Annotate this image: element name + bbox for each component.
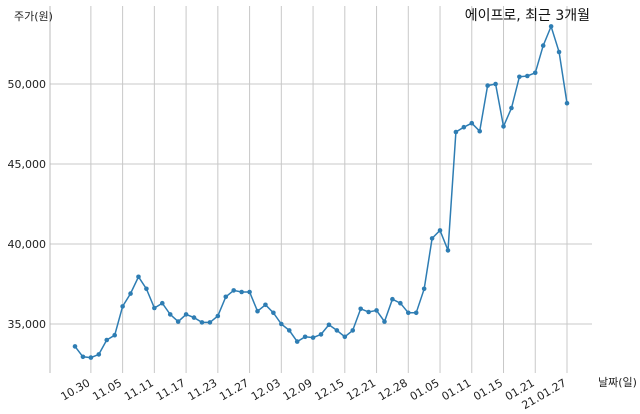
data-point [199,320,205,325]
data-point [334,328,340,333]
data-point [493,81,498,87]
data-point [223,294,229,300]
data-point [390,296,395,302]
data-point [152,305,157,311]
data-point [72,344,78,349]
data-point [501,124,506,129]
x-tick-label: 12.15 [313,376,347,403]
x-tick-label: 10.30 [59,376,93,403]
y-tick-label: 40,000 [8,238,47,251]
data-point [540,43,546,48]
data-point [382,319,387,324]
data-point [421,286,427,292]
data-point [247,289,252,295]
label-layer: 주가(원) 에이프로, 최근 3개월 날짜(일) [14,8,637,389]
x-tick-label: 11.11 [122,376,156,403]
data-point [342,334,348,340]
data-point [453,129,459,135]
x-axis-title: 날짜(일) [598,375,637,389]
data-point [175,319,181,324]
data-point [318,332,324,337]
data-point [525,73,530,79]
data-point [112,332,117,338]
data-point [255,308,260,314]
chart-title: 에이프로, 최근 3개월 [465,8,590,24]
data-point [532,70,538,76]
x-tick-label: 01.11 [439,376,473,403]
data-point [286,328,292,333]
x-tick-label: 01.05 [408,376,442,403]
data-point [405,310,411,316]
x-tick-label: 12.28 [376,376,410,403]
y-tick-label: 50,000 [8,78,47,91]
data-point [445,248,451,253]
axis-layer: 35,00040,00045,00050,00010.3011.0511.111… [8,6,569,412]
x-tick-label: 11.17 [154,376,188,403]
data-point [207,320,213,325]
data-point [215,313,221,319]
x-tick-label: 11.27 [217,376,251,403]
series-layer [72,24,570,360]
data-point [398,300,403,306]
data-point [120,304,125,309]
data-point [469,120,475,126]
data-point [374,308,379,313]
data-point [231,288,237,293]
data-point [310,335,316,340]
data-point [191,315,197,320]
data-point [144,286,149,292]
x-tick-label: 12.09 [281,376,315,403]
data-point [509,105,514,111]
data-point [350,328,356,333]
data-point [358,306,363,312]
data-point [167,312,173,317]
x-tick-label: 01.15 [471,376,505,403]
y-axis-title: 주가(원) [14,10,53,23]
x-tick-label: 12.21 [344,376,378,403]
data-point [564,100,570,106]
data-point [159,300,165,306]
data-point [437,228,443,233]
data-point [80,354,86,360]
x-tick-label: 12.03 [249,376,283,403]
x-tick-label: 11.23 [186,376,220,403]
data-point [136,274,141,280]
data-point [302,334,308,340]
series-line [74,24,568,359]
data-point [271,310,276,316]
data-point [88,355,94,360]
data-point [413,310,419,316]
data-point [294,339,300,344]
data-point [263,302,268,308]
data-point [104,337,110,343]
data-point [517,74,522,80]
data-point [556,49,562,55]
y-tick-label: 35,000 [8,318,47,331]
data-point [366,309,371,315]
data-point [96,352,102,357]
data-point [485,83,490,88]
data-point [461,124,467,130]
data-point [183,312,189,317]
data-point [429,236,435,241]
y-tick-label: 45,000 [8,158,47,171]
x-tick-label: 11.05 [90,376,124,403]
grid-layer [50,6,592,373]
data-point [239,289,244,295]
data-point [279,321,284,327]
data-point [128,291,133,296]
data-point [548,24,554,29]
data-point [326,322,332,328]
data-point [477,128,483,134]
